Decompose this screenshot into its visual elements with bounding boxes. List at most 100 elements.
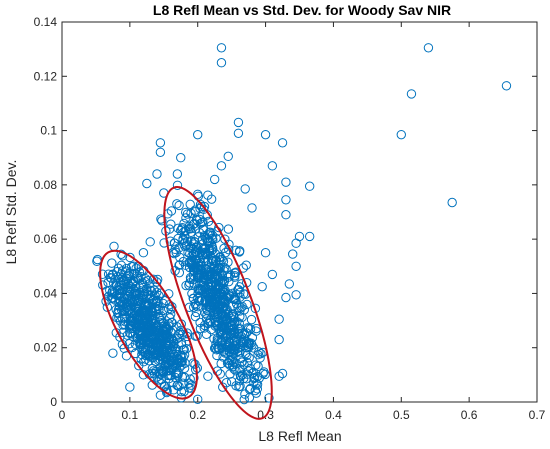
data-point: [241, 328, 252, 338]
data-point: [159, 238, 169, 248]
data-point: [304, 181, 315, 191]
data-point: [190, 311, 201, 322]
data-point: [145, 327, 155, 338]
data-point: [154, 301, 164, 312]
data-point: [152, 169, 162, 179]
data-point: [284, 279, 295, 289]
data-point: [145, 237, 155, 247]
data-point: [223, 224, 234, 234]
y-tick-label: 0.06: [34, 232, 58, 246]
data-point: [193, 129, 203, 140]
data-point: [154, 368, 164, 379]
data-point: [123, 279, 133, 289]
data-point: [133, 303, 144, 314]
data-point: [108, 293, 118, 303]
chart-title: L8 Refl Mean vs Std. Dev. for Woody Sav …: [153, 2, 451, 18]
data-point: [156, 346, 167, 356]
data-point: [156, 378, 166, 389]
data-point: [183, 247, 193, 258]
data-point: [134, 320, 145, 331]
data-point: [188, 293, 198, 304]
data-point: [169, 238, 180, 248]
data-point: [244, 384, 255, 395]
data-point: [165, 309, 176, 319]
data-point: [235, 287, 245, 298]
data-point: [257, 281, 267, 292]
data-point: [151, 366, 161, 376]
data-point: [222, 348, 232, 358]
data-point: [277, 368, 288, 379]
data-point: [124, 286, 134, 297]
data-point: [181, 207, 191, 218]
data-point: [152, 277, 162, 287]
data-point: [112, 313, 122, 323]
data-point: [294, 231, 305, 242]
data-point: [203, 285, 214, 295]
data-point: [203, 256, 213, 266]
data-point: [134, 293, 144, 303]
data-point: [215, 252, 225, 263]
data-point: [195, 218, 205, 229]
data-point: [189, 218, 200, 229]
data-point: [221, 292, 231, 302]
data-point: [223, 257, 233, 267]
data-point: [172, 199, 182, 209]
data-point: [152, 287, 162, 298]
data-point: [207, 233, 217, 244]
x-tick-label: 0.4: [325, 408, 342, 422]
data-point: [130, 339, 141, 349]
data-point: [172, 180, 183, 190]
data-point: [224, 346, 235, 357]
data-point: [178, 378, 188, 388]
x-tick-label: 0.1: [122, 408, 139, 422]
data-point: [135, 339, 145, 349]
data-point: [142, 302, 152, 312]
cluster-ellipses: [99, 186, 273, 420]
data-point: [181, 280, 191, 291]
data-point: [144, 308, 154, 318]
data-point: [188, 244, 198, 254]
x-tick-label: 0.6: [461, 408, 478, 422]
data-point: [137, 343, 147, 354]
data-point: [277, 138, 288, 148]
data-point: [253, 350, 263, 360]
data-point: [242, 323, 253, 333]
data-point: [124, 297, 134, 307]
data-point: [155, 390, 166, 400]
data-point: [141, 328, 151, 338]
data-point: [156, 315, 166, 326]
data-point: [231, 245, 241, 255]
data-point: [204, 227, 215, 237]
data-point: [260, 129, 271, 140]
data-point: [140, 274, 151, 284]
data-point: [213, 316, 223, 327]
data-point: [207, 240, 217, 250]
data-point: [122, 330, 133, 340]
data-point: [237, 357, 247, 367]
x-tick-label: 0: [59, 408, 66, 422]
data-point: [166, 219, 176, 229]
data-point: [124, 339, 134, 349]
data-point: [242, 299, 252, 310]
data-point: [106, 273, 117, 283]
axes: 0 0.1 0.2 0.3 0.4 0.5 0.6 0.700.020.040.060.080…: [34, 15, 546, 422]
data-point: [406, 89, 417, 99]
y-tick-label: 0.1: [40, 124, 57, 138]
data-point: [170, 244, 180, 255]
data-point: [214, 222, 224, 233]
data-point: [145, 350, 155, 360]
data-point: [127, 297, 138, 308]
data-point: [151, 330, 161, 340]
data-point: [304, 231, 315, 242]
y-tick-label: 0.04: [34, 286, 58, 300]
data-point: [186, 259, 197, 270]
data-point: [221, 377, 232, 388]
data-point: [185, 272, 196, 283]
data-point: [194, 264, 204, 274]
data-point: [239, 394, 249, 405]
data-point: [167, 355, 177, 366]
data-point: [260, 248, 271, 258]
data-point: [202, 305, 212, 315]
data-point: [241, 374, 251, 384]
data-point: [139, 357, 149, 367]
